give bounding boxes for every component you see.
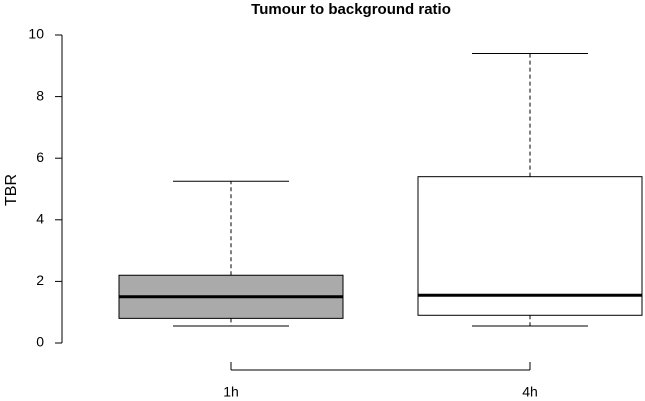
y-axis-label: TBR [3,174,20,206]
x-tick-label: 1h [223,384,239,400]
x-tick-label: 4h [522,384,538,400]
y-tick-label: 10 [28,26,44,42]
box [417,176,643,316]
y-tick-label: 4 [36,211,44,227]
y-tick-label: 0 [36,334,44,350]
y-tick-label: 6 [36,149,44,165]
chart-title: Tumour to background ratio [251,1,451,18]
y-tick-label: 8 [36,87,44,103]
y-tick-label: 2 [36,272,44,288]
